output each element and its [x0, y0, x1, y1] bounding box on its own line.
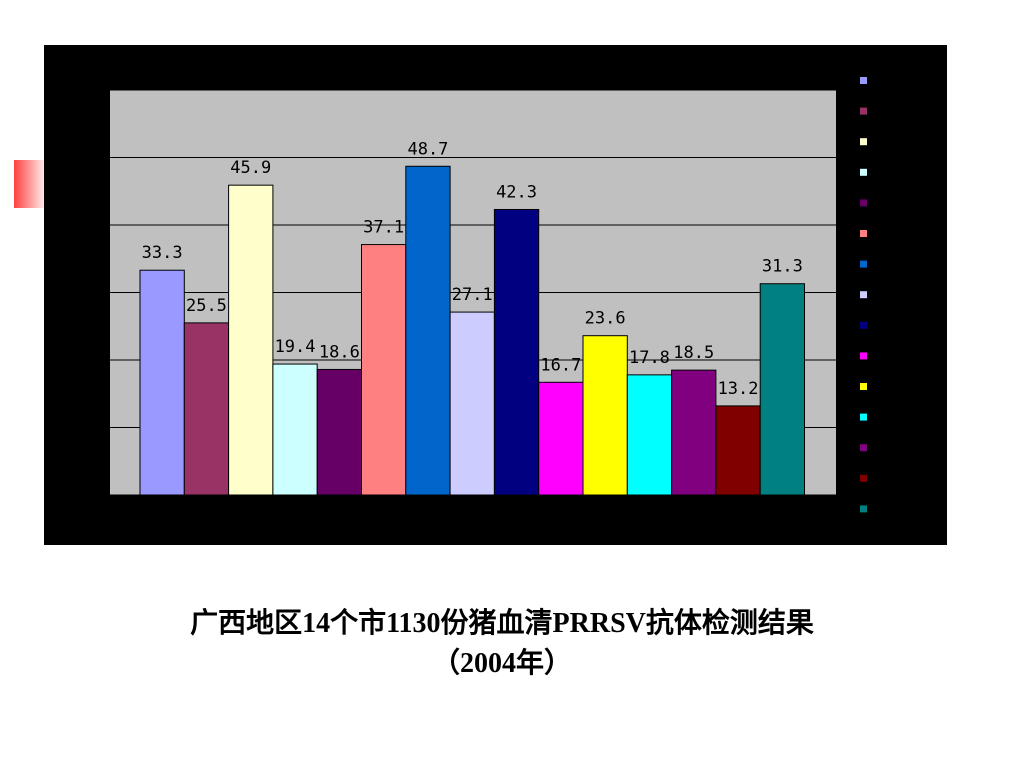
value-label: 19.4: [275, 337, 316, 357]
bar: [449, 311, 495, 496]
value-label: 37.1: [363, 218, 404, 238]
legend-swatch: [860, 291, 867, 299]
bar: [582, 335, 628, 496]
legend-swatch: [860, 474, 867, 482]
bar: [405, 165, 451, 496]
bar: [626, 374, 673, 496]
plot: 33.3 25.5 45.9 19.4 18.6 37.1 48.7 27.1 42.3 16.7…: [110, 77, 867, 513]
value-label: 27.1: [452, 285, 493, 305]
value-label: 45.9: [230, 158, 271, 178]
legend-swatch: [860, 199, 867, 207]
legend-swatch: [860, 505, 867, 513]
legend-swatch: [860, 260, 867, 268]
value-label: 18.5: [673, 343, 714, 363]
legend-swatch: [860, 352, 867, 360]
value-label: 17.8: [629, 348, 670, 368]
legend-swatch: [860, 138, 867, 146]
bar: [183, 322, 230, 496]
legend-swatch: [860, 444, 867, 452]
value-label: 16.7: [540, 355, 581, 375]
legend-swatch: [860, 230, 867, 237]
legend-swatch: [860, 168, 867, 176]
legend-swatch: [860, 413, 867, 421]
chart-title: 广西地区14个市1130份猪血清PRRSV抗体检测结果: [190, 606, 814, 639]
bar: [272, 363, 318, 496]
bar: [759, 283, 806, 496]
bar: [139, 269, 185, 496]
bar: [715, 405, 761, 496]
value-label: 33.3: [142, 243, 183, 263]
value-label: 42.3: [496, 182, 537, 202]
bar: [361, 244, 407, 496]
bar: [316, 368, 363, 496]
decoration: [14, 160, 48, 208]
chart-subtitle: （2004年）: [432, 646, 572, 679]
bar: [671, 369, 717, 496]
bar: [493, 208, 540, 496]
legend-swatch: [860, 321, 867, 329]
value-label: 18.6: [319, 342, 360, 362]
value-label: 23.6: [585, 309, 626, 329]
legend-swatch: [860, 77, 867, 84]
value-label: 31.3: [762, 257, 803, 277]
bar: [538, 381, 584, 496]
value-label: 25.5: [186, 296, 227, 316]
value-label: 13.2: [718, 379, 759, 399]
value-label: 48.7: [407, 139, 448, 159]
legend-swatch: [860, 383, 867, 390]
bar: [228, 184, 274, 496]
legend-swatch: [860, 107, 867, 115]
